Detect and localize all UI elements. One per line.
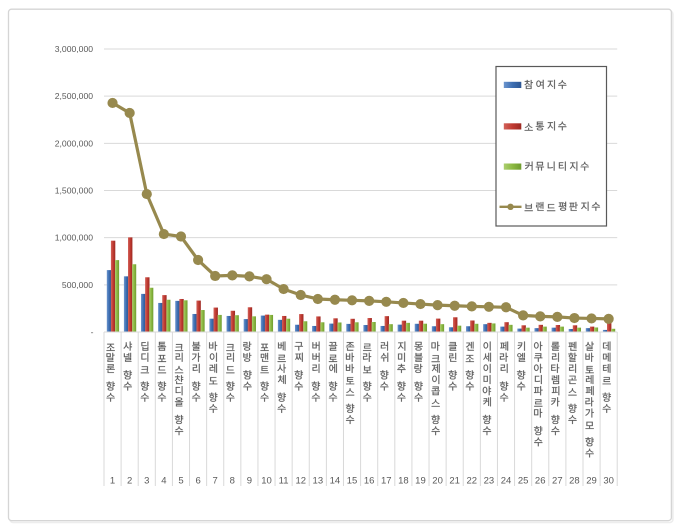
svg-text:12: 12 [295, 475, 306, 486]
svg-text:6: 6 [195, 475, 200, 486]
svg-text:17: 17 [381, 475, 392, 486]
svg-text:1,500,000: 1,500,000 [55, 185, 93, 195]
svg-text:20: 20 [432, 475, 443, 486]
svg-text:23: 23 [484, 475, 495, 486]
svg-text:-: - [91, 327, 94, 337]
svg-text:2,000,000: 2,000,000 [55, 138, 93, 148]
svg-text:3,000,000: 3,000,000 [55, 44, 93, 54]
svg-text:22: 22 [467, 475, 478, 486]
svg-text:24: 24 [501, 475, 512, 486]
svg-text:3: 3 [144, 475, 149, 486]
svg-text:16: 16 [364, 475, 375, 486]
svg-text:1,000,000: 1,000,000 [55, 233, 93, 243]
svg-text:5: 5 [178, 475, 183, 486]
svg-text:14: 14 [330, 475, 341, 486]
svg-text:9: 9 [247, 475, 252, 486]
svg-text:8: 8 [230, 475, 235, 486]
svg-text:19: 19 [415, 475, 426, 486]
svg-text:18: 18 [398, 475, 409, 486]
svg-text:29: 29 [586, 475, 597, 486]
svg-text:2,500,000: 2,500,000 [55, 91, 93, 101]
svg-text:15: 15 [347, 475, 358, 486]
svg-text:13: 13 [313, 475, 324, 486]
svg-text:1: 1 [110, 475, 115, 486]
svg-text:25: 25 [518, 475, 529, 486]
svg-text:28: 28 [569, 475, 580, 486]
svg-text:27: 27 [552, 475, 563, 486]
svg-text:4: 4 [161, 475, 166, 486]
svg-text:10: 10 [261, 475, 272, 486]
svg-text:2: 2 [127, 475, 132, 486]
svg-text:7: 7 [213, 475, 218, 486]
svg-text:26: 26 [535, 475, 546, 486]
svg-text:21: 21 [449, 475, 460, 486]
svg-text:30: 30 [603, 475, 614, 486]
svg-text:11: 11 [279, 475, 289, 486]
svg-text:500,000: 500,000 [62, 280, 93, 290]
